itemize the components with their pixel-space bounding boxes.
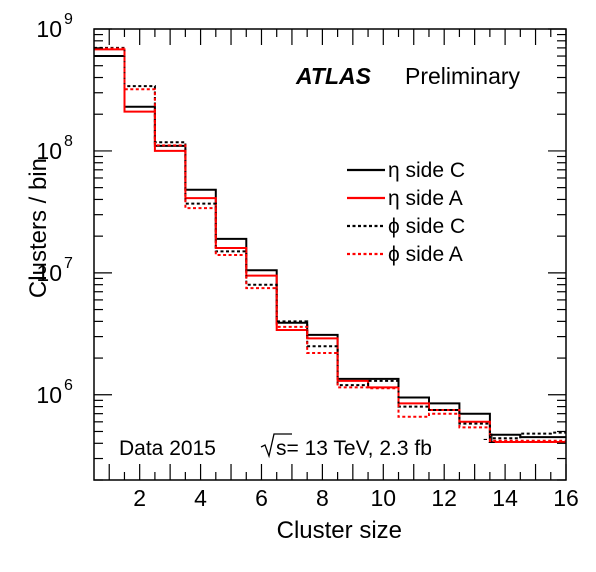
x-tick-label: 12 xyxy=(431,485,457,511)
x-tick-label: 16 xyxy=(553,485,579,511)
y-tick-label: 10 xyxy=(36,138,62,164)
atlas-label: ATLAS xyxy=(295,63,372,89)
series-line-2 xyxy=(94,48,566,443)
preliminary-label: Preliminary xyxy=(405,63,521,89)
lumi-exponent: -1 xyxy=(483,430,496,446)
plot-frame xyxy=(93,28,567,481)
legend-label: ϕ side C xyxy=(388,215,465,238)
legend-label: η side A xyxy=(388,187,463,210)
legend-label: η side C xyxy=(388,159,465,182)
x-tick-label: 4 xyxy=(194,485,207,511)
series-layer xyxy=(94,46,566,443)
legend-label: ϕ side A xyxy=(388,243,463,266)
energy-lumi-label: s= 13 TeV, 2.3 fb xyxy=(276,437,432,460)
y-tick-label: 10 xyxy=(36,16,62,42)
y-tick-exponent: 6 xyxy=(64,377,73,394)
x-tick-label: 8 xyxy=(316,485,329,511)
x-tick-label: 14 xyxy=(492,485,518,511)
sqrt-icon xyxy=(260,433,292,459)
y-tick-label: 10 xyxy=(36,260,62,286)
y-axis-label: Clusters / bin xyxy=(25,158,52,298)
data-year-label: Data 2015 xyxy=(119,437,216,460)
y-tick-label: 10 xyxy=(36,382,62,408)
x-axis-label: Cluster size xyxy=(277,517,402,544)
legend: η side C η side A ϕ side C ϕ side A xyxy=(347,159,465,266)
x-tick-label: 2 xyxy=(133,485,146,511)
series-line-4 xyxy=(94,47,566,442)
y-tick-exponent: 8 xyxy=(64,133,73,150)
x-tick-label: 6 xyxy=(255,485,268,511)
x-tick-label: 10 xyxy=(370,485,396,511)
y-tick-exponent: 7 xyxy=(64,255,73,272)
y-tick-exponent: 9 xyxy=(64,11,73,28)
